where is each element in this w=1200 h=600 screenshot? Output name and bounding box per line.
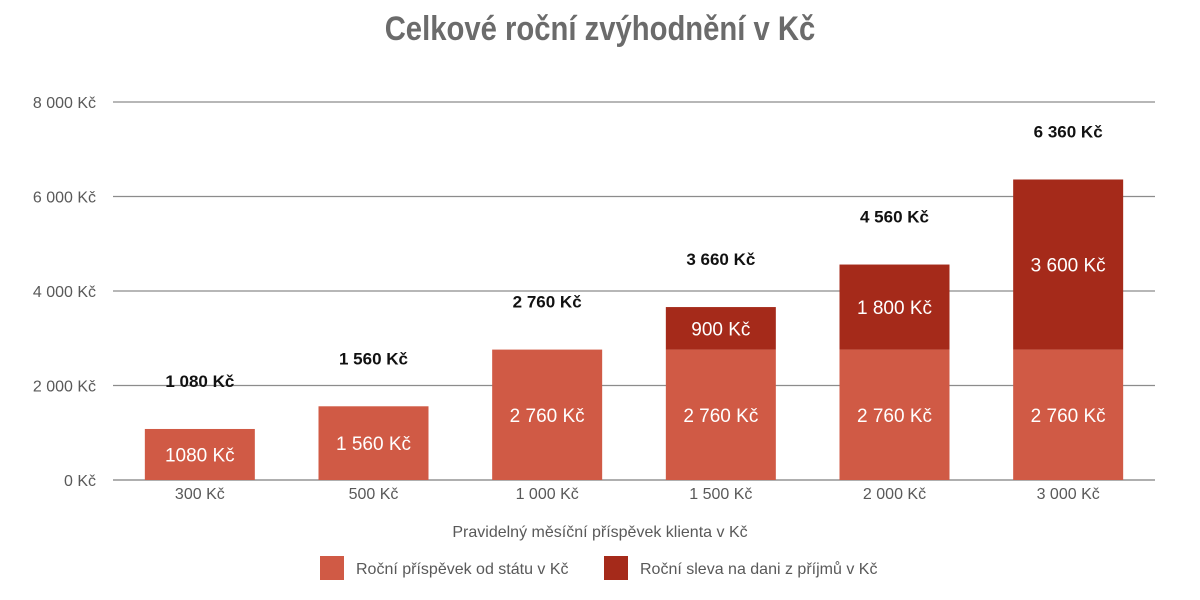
x-tick-label: 1 500 Kč [689,486,752,503]
y-tick-label: 4 000 Kč [33,284,96,301]
x-axis: 300 Kč 500 Kč 1 000 Kč 1 500 Kč 2 000 Kč 3 00… [175,486,1100,503]
chart-title: Celkové roční zvýhodnění v Kč [384,10,816,48]
bar-value-label: 1080 Kč [165,445,235,466]
bar-tax-relief [1013,179,1124,350]
y-axis: 0 Kč 2 000 Kč 4 000 Kč 6 000 Kč 8 000 Kč [33,95,96,490]
legend-swatch-state-contribution [320,556,344,580]
legend-swatch-tax-relief [604,556,628,580]
x-tick-label: 500 Kč [349,486,399,503]
x-tick-label: 1 000 Kč [516,486,579,503]
bar-value-label: 2 760 Kč [857,406,932,427]
bars: 1080 Kč 1 080 Kč 1 560 Kč 1 560 Kč 2 760 Kč 2… [144,122,1124,480]
bar-total-label: 2 760 Kč [513,293,582,312]
bar-value-label: 2 760 Kč [683,406,758,427]
bar-value-label: 1 800 Kč [857,298,932,319]
bar-total-label: 1 560 Kč [339,349,408,368]
y-tick-label: 0 Kč [64,473,96,490]
y-tick-label: 6 000 Kč [33,190,96,207]
bar-value-label: 900 Kč [691,319,750,340]
legend-label-tax-relief: Roční sleva na dani z příjmů v Kč [640,560,877,578]
x-tick-label: 300 Kč [175,486,225,503]
bar-value-label: 1 560 Kč [336,434,411,455]
bar-value-label: 2 760 Kč [1031,406,1106,427]
bar-tax-relief [665,307,776,350]
bar-total-label: 4 560 Kč [860,208,929,227]
x-tick-label: 2 000 Kč [863,486,926,503]
y-tick-label: 2 000 Kč [33,379,96,396]
gridlines [113,101,1155,481]
x-tick-label: 3 000 Kč [1037,486,1100,503]
bar-total-label: 6 360 Kč [1034,122,1103,141]
x-axis-label: Pravidelný měsíční příspěvek klienta v K… [452,524,747,541]
bar-tax-relief [839,264,950,350]
legend: Roční příspěvek od státu v Kč Roční slev… [320,556,877,580]
y-tick-label: 8 000 Kč [33,95,96,112]
bar-value-label: 2 760 Kč [510,406,585,427]
bar-state-contribution [1013,349,1124,480]
bar-state-contribution [144,428,255,480]
bar-state-contribution [492,349,603,480]
legend-label-state-contribution: Roční příspěvek od státu v Kč [356,561,569,578]
bar-total-label: 1 080 Kč [165,372,234,391]
bar-value-label: 3 600 Kč [1031,256,1106,277]
bar-state-contribution [839,349,950,480]
bar-total-label: 3 660 Kč [686,250,755,269]
bar-state-contribution [665,349,776,480]
bar-state-contribution [318,406,429,480]
